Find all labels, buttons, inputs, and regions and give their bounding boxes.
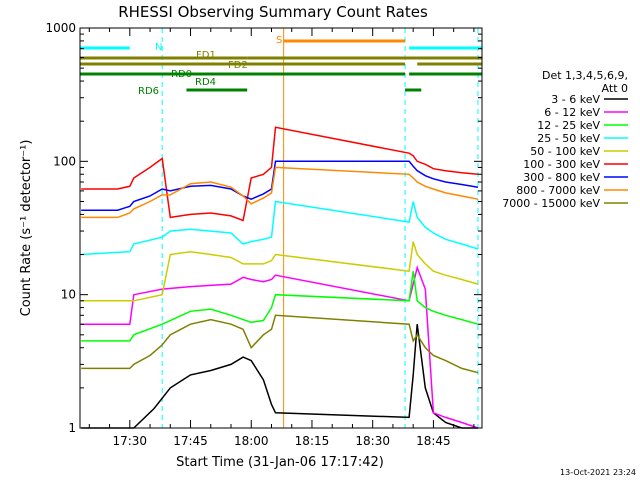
flag-label-fd2: FD2 bbox=[228, 60, 248, 71]
x-tick-label: 18:00 bbox=[234, 434, 269, 448]
series-line-3 bbox=[81, 200, 479, 256]
series-line-8 bbox=[81, 314, 479, 374]
series-line-7 bbox=[81, 166, 479, 219]
x-tick-label: 17:30 bbox=[112, 434, 147, 448]
legend-entry-label: 800 - 7000 keV bbox=[516, 184, 600, 197]
timestamp: 13-Oct-2021 23:24 bbox=[560, 468, 636, 477]
flag-label-n: N bbox=[155, 42, 162, 53]
y-tick-label: 1000 bbox=[45, 21, 76, 35]
y-axis: 1 10 100 1000 bbox=[45, 21, 482, 435]
y-tick-label: 100 bbox=[53, 154, 76, 168]
x-tick-label: 18:30 bbox=[355, 434, 390, 448]
series-line-1 bbox=[81, 264, 479, 429]
series-line-4 bbox=[81, 241, 479, 302]
legend-entry-label: 3 - 6 keV bbox=[551, 93, 600, 106]
flag-label-rd0: RD0 bbox=[171, 69, 192, 80]
flag-label-fd1: FD1 bbox=[196, 50, 216, 61]
y-axis-label: Count Rate (s⁻¹ detector⁻¹) bbox=[19, 140, 34, 317]
legend-entry-label: 6 - 12 keV bbox=[544, 106, 600, 119]
legend-entry-label: 7000 - 15000 keV bbox=[502, 197, 600, 210]
legend-entry-label: 50 - 100 keV bbox=[530, 145, 600, 158]
x-axis-label: Start Time (31-Jan-06 17:17:42) bbox=[176, 455, 384, 470]
plot-frame bbox=[79, 27, 483, 429]
x-axis: 17:30 17:45 18:00 18:15 18:30 18:45 bbox=[88, 28, 475, 448]
legend-entry-label: 300 - 800 keV bbox=[523, 171, 600, 184]
x-tick-label: 18:15 bbox=[295, 434, 330, 448]
series-line-2 bbox=[81, 271, 479, 342]
series-line-5 bbox=[81, 126, 479, 222]
legend-header: Att 0 bbox=[602, 82, 628, 95]
x-tick-label: 17:45 bbox=[173, 434, 208, 448]
series-line-6 bbox=[81, 160, 479, 211]
flag-label-rd6: RD6 bbox=[138, 86, 159, 97]
flag-label-s: S bbox=[276, 35, 282, 46]
legend-entry-label: 12 - 25 keV bbox=[537, 119, 600, 132]
y-tick-label: 1 bbox=[68, 421, 76, 435]
legend-header: Det 1,3,4,5,6,9, bbox=[542, 69, 628, 82]
x-tick-label: 18:45 bbox=[416, 434, 451, 448]
chart-title: RHESSI Observing Summary Count Rates bbox=[118, 3, 428, 21]
legend-entry-label: 100 - 300 keV bbox=[523, 158, 600, 171]
y-tick-label: 10 bbox=[61, 288, 76, 302]
legend-entry-label: 25 - 50 keV bbox=[537, 132, 600, 145]
series-line-0 bbox=[81, 324, 478, 429]
flag-label-rd4: RD4 bbox=[195, 77, 216, 88]
